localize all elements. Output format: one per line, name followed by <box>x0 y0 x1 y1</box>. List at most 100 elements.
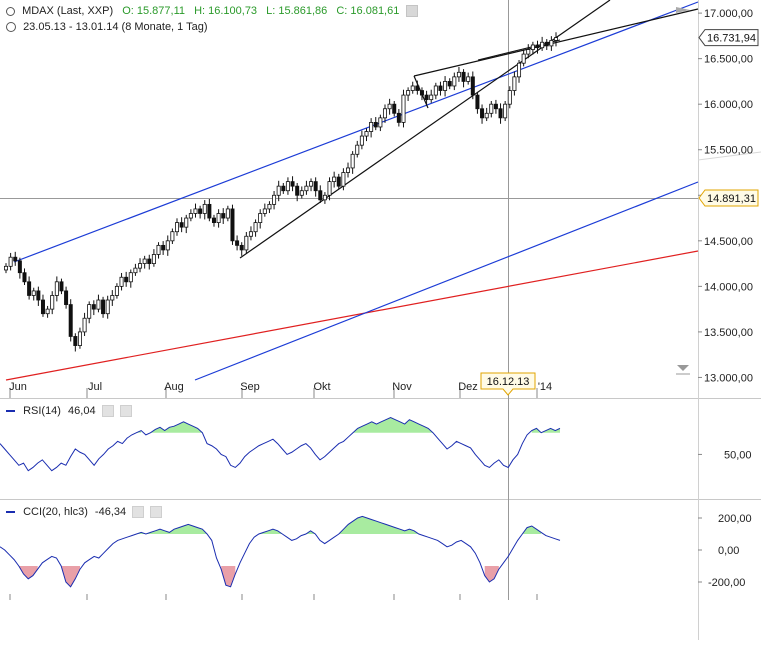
y-tick-label: 15.500,00 <box>704 145 753 157</box>
candle-body <box>327 181 332 196</box>
candle-body <box>401 94 406 123</box>
candle-body <box>133 267 138 274</box>
rsi-close-icon[interactable] <box>119 405 132 418</box>
candle-body <box>40 299 45 315</box>
cci-negative-fill <box>484 566 499 582</box>
candle-body <box>530 44 535 50</box>
candle-body <box>461 71 466 82</box>
candle-body <box>456 71 461 78</box>
x-tick-label: Nov <box>392 381 412 393</box>
candle-body <box>540 41 545 49</box>
candle-body <box>424 94 429 101</box>
candle-body <box>45 308 50 315</box>
cci-line-icon <box>6 511 15 514</box>
candle-body <box>526 49 531 55</box>
x-tick-label: '14 <box>538 381 552 393</box>
candle-body <box>438 85 443 91</box>
cci-settings-icon[interactable] <box>132 506 145 519</box>
candle-body <box>443 81 448 91</box>
candle-body <box>410 85 415 91</box>
candle-body <box>68 304 73 337</box>
candle-body <box>216 213 221 224</box>
candle-body <box>221 213 226 219</box>
open-value: O: 15.877,11 <box>122 5 185 17</box>
candle-body <box>299 190 304 196</box>
trendline-gray <box>697 151 761 161</box>
candle-body <box>230 208 235 242</box>
rsi-settings-icon[interactable] <box>101 405 114 418</box>
candle-body <box>470 76 475 96</box>
candle-body <box>503 103 508 119</box>
candle-body <box>105 299 110 315</box>
last-price-label: 16.731,94 <box>707 33 756 45</box>
scroll-right-icon[interactable] <box>676 7 690 13</box>
candle-body <box>147 258 152 264</box>
candle-body <box>350 153 355 169</box>
candle-body <box>31 290 36 296</box>
candle-body <box>364 131 369 137</box>
candle-body <box>429 94 434 101</box>
candle-body <box>17 260 22 274</box>
candle-body <box>175 222 180 233</box>
crosshair-date-label: 16.12.13 <box>487 376 530 388</box>
candle-body <box>202 203 207 214</box>
last-price-tag <box>698 29 759 47</box>
candle-body <box>198 208 203 214</box>
x-tick-label: Dez <box>458 381 478 393</box>
candle-body <box>179 222 184 228</box>
date-range-label: 23.05.13 - 13.01.14 (8 Monate, 1 Tag) <box>23 21 208 33</box>
candle-body <box>101 299 106 315</box>
candle-body <box>36 290 41 301</box>
cci-y-tick-label: 0,00 <box>718 545 739 557</box>
y-tick-label: 17.000,00 <box>704 8 753 20</box>
candle-body <box>415 85 420 91</box>
candle-body <box>322 194 327 201</box>
cci-positive-fill <box>136 524 208 534</box>
candle-body <box>184 217 189 228</box>
candle-body <box>359 135 364 146</box>
candle-body <box>281 185 286 192</box>
rsi-line <box>0 416 561 472</box>
cci-label: CCI(20, hlc3) <box>23 506 88 518</box>
candle-body <box>235 240 240 246</box>
candle-body <box>396 112 401 123</box>
candle-body <box>535 44 540 49</box>
collapse-icon[interactable] <box>6 6 15 16</box>
scroll-down-icon[interactable] <box>677 365 689 371</box>
candle-body <box>447 81 452 87</box>
candle-body <box>96 299 101 310</box>
cci-close-icon[interactable] <box>150 506 163 519</box>
candle-body <box>272 194 277 205</box>
candle-body <box>64 290 69 305</box>
x-tick-label: Okt <box>313 381 330 393</box>
candle-body <box>309 181 314 187</box>
rsi-y-tick-label: 50,00 <box>724 449 752 461</box>
settings-icon[interactable] <box>406 5 419 18</box>
candle-body <box>138 263 143 269</box>
high-value: H: 16.100,73 <box>194 5 258 17</box>
candle-body <box>8 256 13 267</box>
candle-body <box>554 37 559 41</box>
candle-body <box>392 103 397 114</box>
candle-body <box>433 85 438 96</box>
candle-body <box>27 281 32 296</box>
cci-header: CCI(20, hlc3) -46,34 <box>6 506 163 519</box>
candle-body <box>295 185 300 196</box>
candle-body <box>161 244 166 251</box>
y-tick-label: 14.500,00 <box>704 236 753 248</box>
trendline-blue-lower <box>194 181 699 381</box>
close-value: C: 16.081,61 <box>336 5 400 17</box>
candle-body <box>50 295 55 310</box>
y-tick-label: 16.500,00 <box>704 54 753 66</box>
candle-body <box>211 217 216 224</box>
y-tick-label: 14.000,00 <box>704 281 753 293</box>
cci-value: -46,34 <box>94 506 127 518</box>
rsi-label: RSI(14) <box>23 405 61 417</box>
candle-body <box>498 108 503 119</box>
x-tick-label: Jun <box>9 381 27 393</box>
cci-positive-fill <box>338 516 419 534</box>
candle-body <box>419 90 424 96</box>
candle-body <box>378 117 383 128</box>
candle-body <box>512 76 517 91</box>
